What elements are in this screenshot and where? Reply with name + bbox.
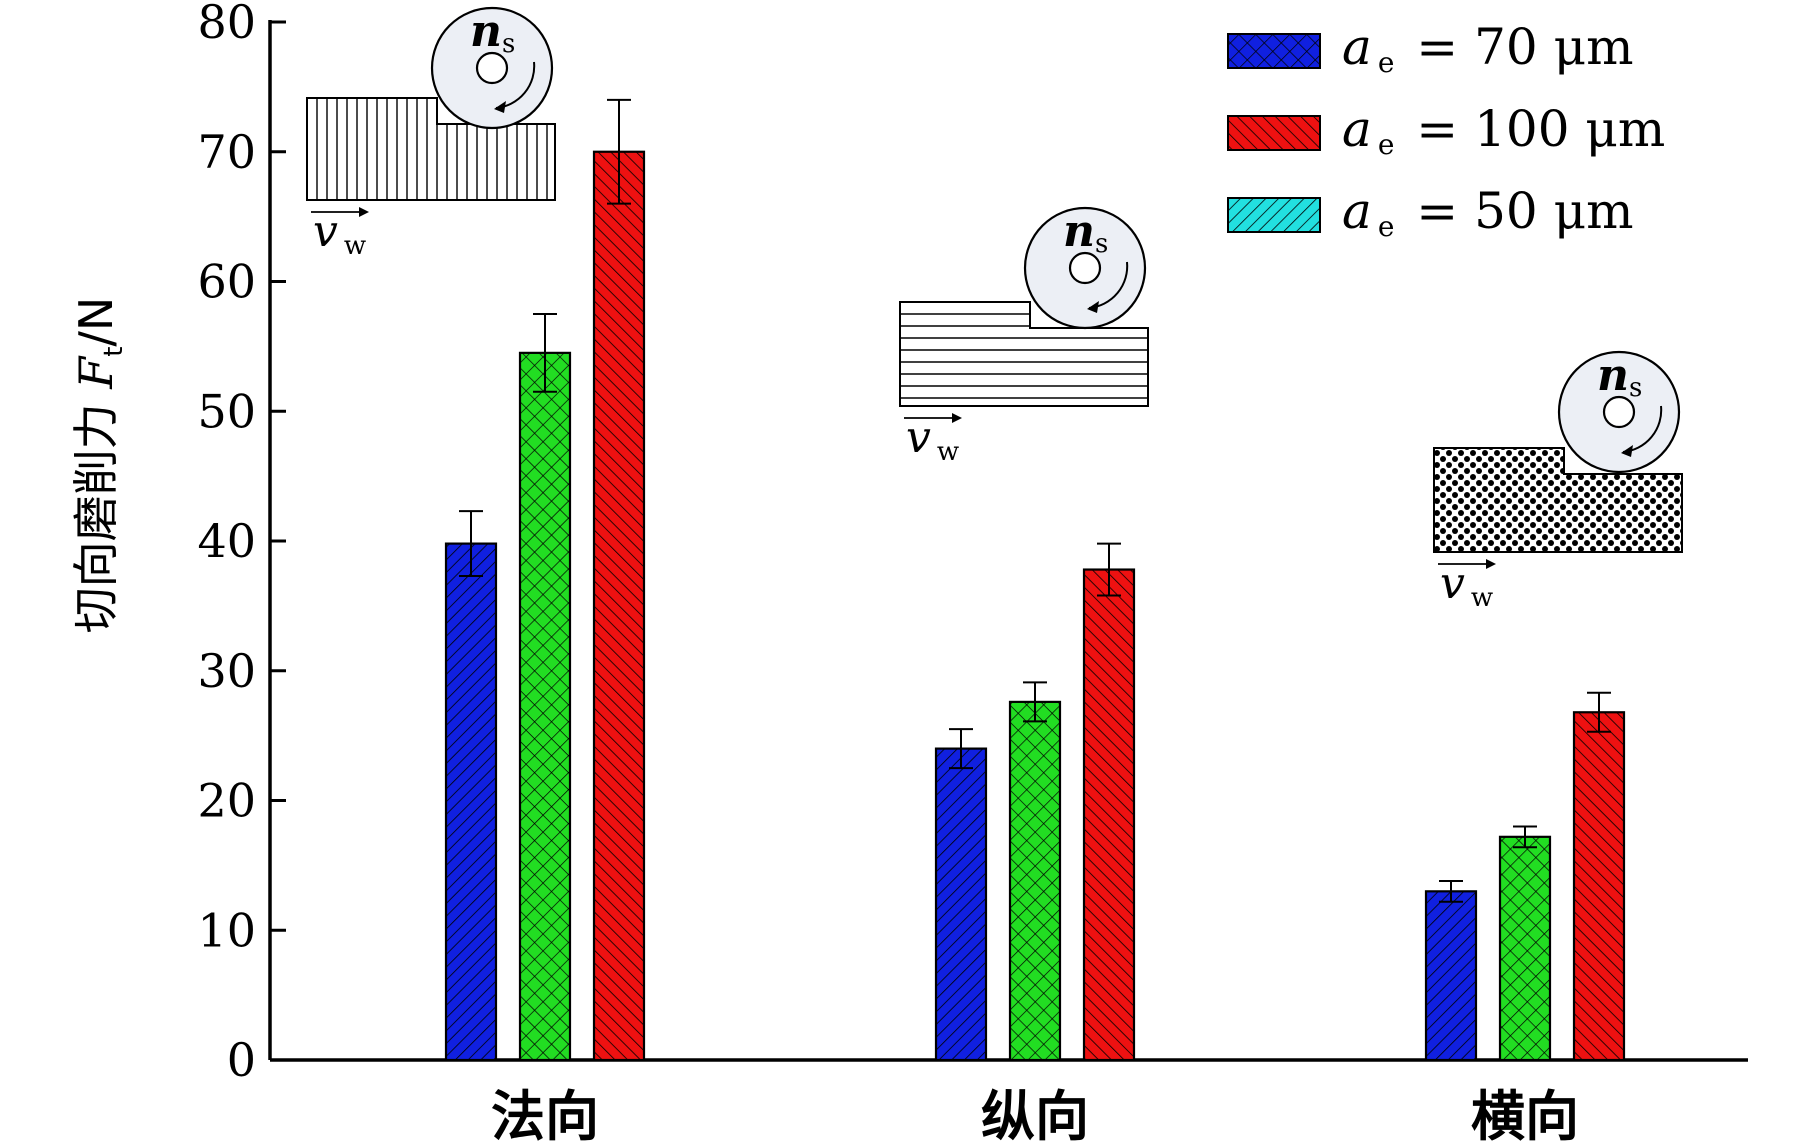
x-tick-labels: 法向 纵向 横向 xyxy=(491,1085,1579,1142)
y-tick-label: 20 xyxy=(197,774,256,828)
bar-hatch xyxy=(592,150,646,1062)
bar-hatch xyxy=(1572,711,1626,1062)
legend-swatch-hatch xyxy=(1227,197,1321,233)
wheel-speed-label: ns xyxy=(1063,206,1108,259)
bar-hatch xyxy=(444,542,498,1062)
rotation-arrow-head xyxy=(1621,445,1633,457)
wheel-hub xyxy=(1602,395,1636,429)
workpiece xyxy=(306,97,556,201)
schematic-insets: ns v w ns v w ns v w xyxy=(306,6,1683,613)
x-tick-label: 横向 xyxy=(1471,1085,1579,1142)
bar-hatch xyxy=(1498,835,1552,1062)
bar-hatch xyxy=(1082,568,1136,1062)
inset-vertical-lines: ns v w xyxy=(306,6,556,261)
x-tick-label: 纵向 xyxy=(981,1085,1089,1142)
wheel-hub xyxy=(1068,251,1102,285)
y-axis-label: 切向磨削力 Ft/N xyxy=(69,297,129,634)
wheel-speed-label: ns xyxy=(470,6,515,59)
y-tick-label: 60 xyxy=(197,255,256,309)
legend-swatch-hatch xyxy=(1227,33,1321,69)
rotation-arrow-head xyxy=(1087,301,1099,313)
legend-swatch-hatch xyxy=(1227,115,1321,151)
y-ticks: 0 10 20 30 40 50 60 70 80 xyxy=(197,0,286,1087)
y-tick-label: 30 xyxy=(197,644,256,698)
inset-dots: ns v w xyxy=(1433,350,1683,613)
y-tick-label: 50 xyxy=(197,384,256,438)
wheel-hub xyxy=(475,51,509,85)
y-tick-label: 40 xyxy=(197,514,256,568)
inset-horizontal-lines: ns v w xyxy=(899,206,1149,467)
y-tick-label: 0 xyxy=(227,1033,256,1087)
bar-hatch xyxy=(1008,700,1062,1062)
wheel-speed-label: ns xyxy=(1597,350,1642,403)
bar-hatch xyxy=(934,747,988,1062)
x-tick-label: 法向 xyxy=(491,1085,599,1142)
feed-arrow-head xyxy=(359,207,369,217)
texture-dots xyxy=(1433,447,1683,553)
y-tick-label: 80 xyxy=(197,0,256,49)
y-tick-label: 10 xyxy=(197,903,256,957)
feed-arrow-head xyxy=(952,413,962,423)
rotation-arrow-head xyxy=(494,101,506,113)
bar-hatch xyxy=(518,351,572,1062)
feed-arrow-head xyxy=(1486,559,1496,569)
bar-hatch xyxy=(1424,890,1478,1062)
bars xyxy=(444,98,1626,1062)
y-tick-label: 70 xyxy=(197,125,256,179)
